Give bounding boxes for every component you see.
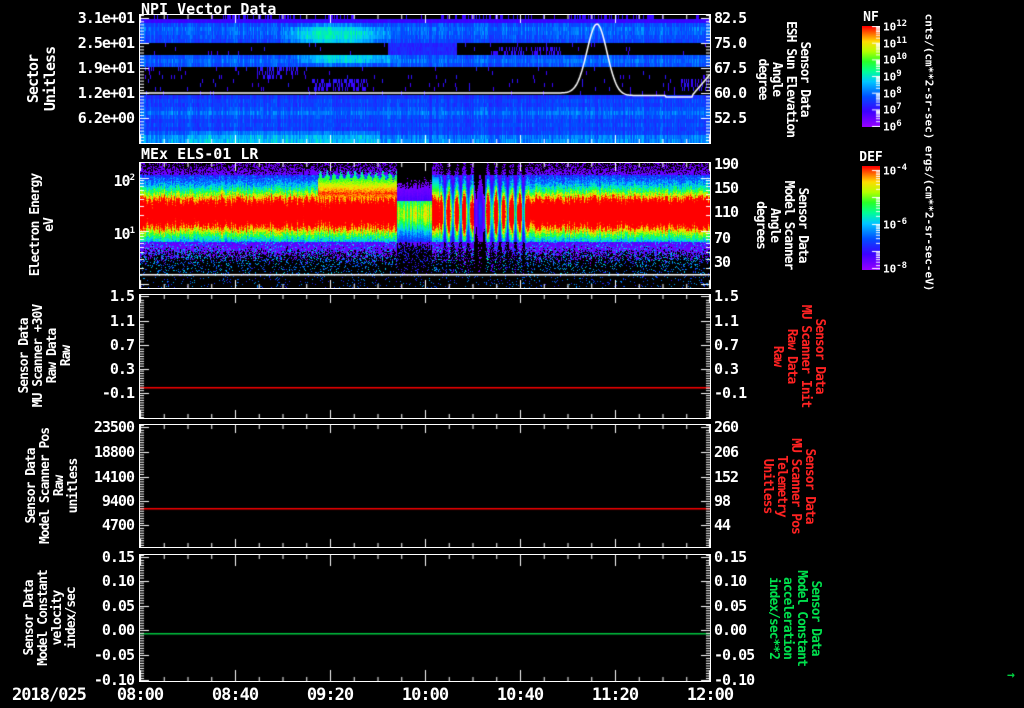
model-scanner-pos-left-axis-label: Sensor Data Model Scanner Pos Raw unitle… [24, 427, 81, 545]
mu-scanner-init-right-axis-label: Sensor Data MU Scanner Init Raw Data Raw [770, 304, 827, 408]
tick-label: 52.5 [714, 109, 747, 127]
tick-label: 82.5 [714, 9, 747, 27]
npi-right-axis-label: Sensor Data ESH Sun Elevation Angle degr… [755, 20, 812, 138]
tick-label: 10-6 [883, 217, 908, 232]
panel-npi-title: NPI Vector Data [141, 0, 277, 18]
tick-label: 0.7 [109, 336, 135, 354]
model-constant-velocity-canvas [140, 555, 710, 681]
tick-label: 101 [113, 225, 136, 243]
tick-label: 60.0 [714, 84, 747, 102]
tick-label: 30 [714, 253, 731, 271]
mu-scanner-30v-left-axis-label: Sensor Data MU Scanner +30V Raw Data Raw [17, 304, 74, 408]
mu-scanner-30v-canvas [140, 295, 710, 418]
els-spectrogram-plot[interactable] [139, 162, 711, 289]
els-left-axis-label: Electron Energy eV [28, 173, 57, 277]
tick-label: 18800 [93, 443, 135, 461]
tick-label: 70 [714, 229, 731, 247]
nf-colorbar [862, 26, 880, 127]
tick-label: 0.05 [714, 597, 747, 615]
tick-label: 23500 [93, 418, 135, 436]
tick-label: -0.10 [714, 671, 755, 689]
tick-label: -0.05 [93, 646, 135, 664]
els-right-axis-label: Sensor Data Model Scanner Angle degrees [753, 180, 810, 270]
x-tick-label: 08:00 [116, 685, 164, 705]
mu-scanner-30v-plot[interactable] [139, 294, 711, 419]
tick-label: 0.10 [714, 572, 747, 590]
mu-scanner-pos-right-axis-label: Sensor Data MU Scanner Pos Telemetry Uni… [760, 438, 817, 534]
tick-label: 10-8 [883, 261, 908, 276]
npi-spectrogram-canvas [140, 15, 710, 143]
tick-label: 190 [714, 155, 739, 173]
x-tick-label: 12:00 [686, 685, 734, 705]
tick-label: 1.1 [109, 312, 135, 330]
tick-label: 1012 [883, 19, 908, 34]
tick-label: 0.15 [101, 548, 135, 566]
tick-label: 108 [883, 85, 902, 101]
green-arrow-marker: → [1007, 668, 1015, 683]
tick-label: 260 [714, 418, 739, 436]
tick-label: 1010 [883, 52, 908, 68]
tick-label: 0.3 [714, 360, 739, 378]
tick-label: 67.5 [714, 59, 747, 77]
tick-label: 107 [883, 102, 902, 118]
x-tick-label: 10:40 [496, 685, 544, 705]
tick-label: 109 [883, 69, 902, 84]
tick-label: 1.5 [714, 287, 739, 305]
model-scanner-pos-canvas [140, 425, 710, 547]
tick-label: 75.0 [714, 34, 747, 52]
tick-label: 1.5 [109, 287, 135, 305]
tick-label: 152 [714, 468, 739, 486]
x-tick-label: 11:20 [591, 685, 639, 705]
els-spectrogram-canvas [140, 163, 710, 288]
tick-label: -0.05 [714, 646, 755, 664]
tick-label: 9400 [101, 492, 135, 510]
tick-label: -0.10 [93, 671, 135, 689]
tick-label: -0.1 [714, 384, 747, 402]
model-constant-velocity-plot[interactable] [139, 554, 711, 682]
tick-label: 110 [714, 203, 739, 221]
tick-label: 1.2e+01 [77, 84, 135, 102]
tick-label: 106 [883, 119, 902, 134]
tick-label: 4700 [101, 516, 135, 534]
nf-colorbar-name: NF [863, 10, 879, 25]
x-tick-label: 09:20 [306, 685, 354, 705]
npi-left-axis-label: Sector Unitless [24, 46, 59, 112]
tick-label: 1011 [883, 35, 908, 51]
tick-label: 98 [714, 492, 731, 510]
tick-label: 44 [714, 516, 731, 534]
tick-label: 6.2e+00 [77, 109, 135, 127]
x-tick-label: 10:00 [401, 685, 449, 705]
tick-label: 10-4 [883, 163, 908, 178]
tick-label: 150 [714, 179, 739, 197]
tick-label: 1.9e+01 [77, 59, 135, 77]
tick-label: 0.00 [101, 621, 135, 639]
tick-label: 1.1 [714, 312, 739, 330]
tick-label: -0.1 [101, 384, 135, 402]
date-label: 2018/025 [12, 685, 87, 705]
tick-label: 102 [113, 172, 136, 190]
tick-label: 0.15 [714, 548, 747, 566]
model-scanner-pos-plot[interactable] [139, 424, 711, 548]
tick-label: 2.5e+01 [77, 34, 135, 52]
npi-spectrogram-plot[interactable] [139, 14, 711, 144]
tick-label: 206 [714, 443, 739, 461]
tick-label: 0.10 [101, 572, 135, 590]
tick-label: 14100 [93, 468, 135, 486]
tick-label: 0.3 [109, 360, 135, 378]
def-colorbar [862, 166, 880, 270]
model-constant-accel-right-axis-label: Sensor Data Model Constant acceleration … [766, 570, 823, 666]
x-tick-label: 08:40 [211, 685, 259, 705]
def-colorbar-name: DEF [859, 150, 883, 165]
tick-label: 0.00 [714, 621, 747, 639]
panel-els-title: MEx ELS-01 LR [141, 145, 259, 163]
tick-label: 0.7 [714, 336, 739, 354]
tick-label: 0.05 [101, 597, 135, 615]
tick-label: 3.1e+01 [77, 9, 135, 27]
